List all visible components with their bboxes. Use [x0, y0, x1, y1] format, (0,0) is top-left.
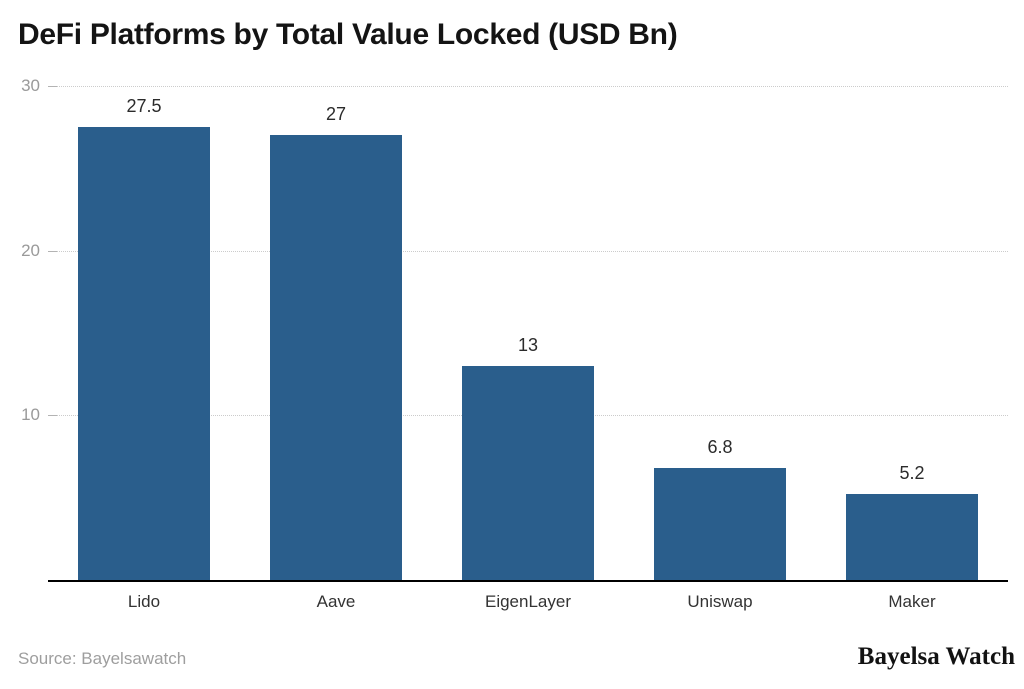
- gridline-y-20: [48, 250, 1008, 252]
- x-label-lido: Lido: [127, 592, 161, 611]
- value-label-uniswap: 6.8: [707, 437, 733, 458]
- x-label-aave: Aave: [316, 592, 356, 611]
- value-label-aave: 27: [325, 104, 347, 125]
- y-tick-label-20: 20: [21, 240, 40, 260]
- bar-uniswap: [654, 468, 786, 580]
- bar-eigenlayer: [462, 365, 594, 580]
- y-tick-label-10: 10: [21, 405, 40, 425]
- value-label-lido: 27.5: [126, 96, 162, 117]
- value-label-maker: 5.2: [899, 463, 925, 484]
- y-axis-tick: [48, 86, 57, 87]
- value-label-eigenlayer: 13: [517, 334, 539, 355]
- chart-title: DeFi Platforms by Total Value Locked (US…: [18, 18, 678, 51]
- bar-aave: [270, 135, 402, 580]
- bar-chart-plot-area: 10 20 30 27.5 Lido 27 Aave 13 EigenLayer 6.8 Unisw…: [21, 77, 1008, 611]
- y-axis-tick: [48, 250, 57, 252]
- x-label-maker: Maker: [888, 592, 936, 611]
- source-note: Source: Bayelsawatch: [18, 649, 187, 668]
- y-tick-label-30: 30: [21, 76, 40, 95]
- gridline-y-30: [48, 86, 1008, 87]
- x-label-eigenlayer: EigenLayer: [484, 592, 571, 611]
- bar-lido: [78, 127, 210, 580]
- x-label-uniswap: Uniswap: [687, 592, 753, 611]
- brand-logo: Bayelsa Watch: [857, 643, 1015, 670]
- x-axis-baseline: [48, 580, 1008, 582]
- bar-maker: [846, 494, 978, 580]
- y-axis-tick: [48, 415, 57, 417]
